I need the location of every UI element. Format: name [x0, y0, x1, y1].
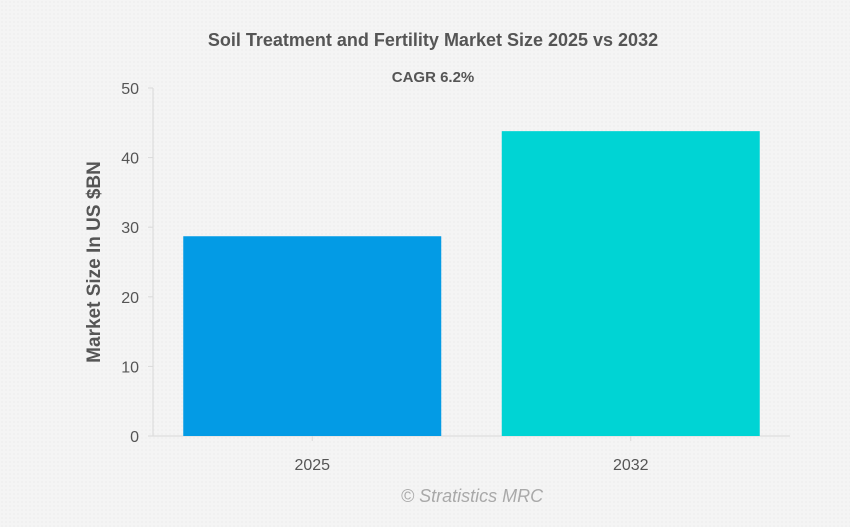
y-tick-label: 0 [130, 429, 139, 446]
chart-subtitle: CAGR 6.2% [392, 69, 475, 86]
bar-2032 [501, 131, 760, 437]
plot-area: 0 10 20 30 40 50 2025 2032 [121, 81, 790, 474]
y-axis-label: Market Size In US $BN [84, 161, 105, 363]
y-tick-label: 40 [121, 151, 139, 168]
chart-title: Soil Treatment and Fertility Market Size… [208, 30, 658, 50]
y-tick-label: 30 [121, 220, 139, 237]
bar-2025 [183, 236, 442, 436]
x-tick-label: 2032 [613, 457, 649, 474]
watermark: © Stratistics MRC [401, 486, 544, 506]
x-tick-label: 2025 [294, 457, 330, 474]
y-tick-label: 50 [121, 81, 139, 98]
y-tick-label: 20 [121, 290, 139, 307]
y-tick-label: 10 [121, 359, 139, 376]
